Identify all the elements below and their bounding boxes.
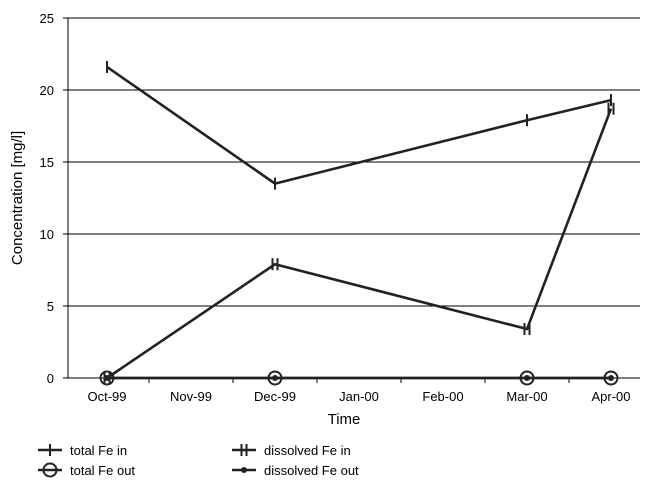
legend: total Fe in total Fe out dissolved Fe in di… bbox=[38, 443, 359, 478]
series-line bbox=[106, 65, 612, 185]
series bbox=[99, 60, 619, 386]
x-tick-label: Nov-99 bbox=[170, 389, 212, 404]
legend-item: dissolved Fe out bbox=[232, 463, 359, 478]
series-dissolved-fe-out bbox=[104, 375, 614, 381]
y-tick-label: 20 bbox=[40, 83, 54, 98]
legend-item: dissolved Fe in bbox=[232, 443, 351, 458]
marker-dot bbox=[272, 375, 278, 381]
legend-label: dissolved Fe in bbox=[264, 443, 351, 458]
y-tick-label: 25 bbox=[40, 11, 54, 26]
x-tick-label: Mar-00 bbox=[506, 389, 547, 404]
x-tick-label: Feb-00 bbox=[422, 389, 463, 404]
series-total-fe-in bbox=[106, 60, 612, 190]
x-tick-label: Dec-99 bbox=[254, 389, 296, 404]
series-dissolved-fe-in bbox=[103, 102, 615, 384]
series-line bbox=[106, 108, 613, 380]
x-tick-labels: Oct-99 Nov-99 Dec-99 Jan-00 Feb-00 Mar-00 Apr-… bbox=[87, 378, 631, 404]
marker-dot bbox=[104, 375, 110, 381]
grid bbox=[68, 17, 640, 307]
legend-label: dissolved Fe out bbox=[264, 463, 359, 478]
y-tick-label: 5 bbox=[47, 299, 54, 314]
legend-label: total Fe in bbox=[70, 443, 127, 458]
y-tick-label: 0 bbox=[47, 371, 54, 386]
marker-circle bbox=[42, 462, 58, 478]
y-tick-label: 10 bbox=[40, 227, 54, 242]
x-axis-title: Time bbox=[328, 411, 361, 428]
axes bbox=[67, 18, 640, 379]
marker-dot bbox=[524, 375, 530, 381]
marker-dot bbox=[241, 467, 247, 473]
x-tick-label: Jan-00 bbox=[339, 389, 379, 404]
x-tick-label: Apr-00 bbox=[591, 389, 630, 404]
x-tick-label: Oct-99 bbox=[87, 389, 126, 404]
y-tick-labels: 0 5 10 15 20 25 bbox=[40, 11, 68, 386]
marker-dot bbox=[608, 375, 614, 381]
legend-item: total Fe out bbox=[38, 462, 135, 478]
y-tick-label: 15 bbox=[40, 155, 54, 170]
legend-item: total Fe in bbox=[38, 443, 127, 458]
legend-label: total Fe out bbox=[70, 463, 135, 478]
y-axis-title: Concentration [mg/l] bbox=[9, 131, 26, 265]
